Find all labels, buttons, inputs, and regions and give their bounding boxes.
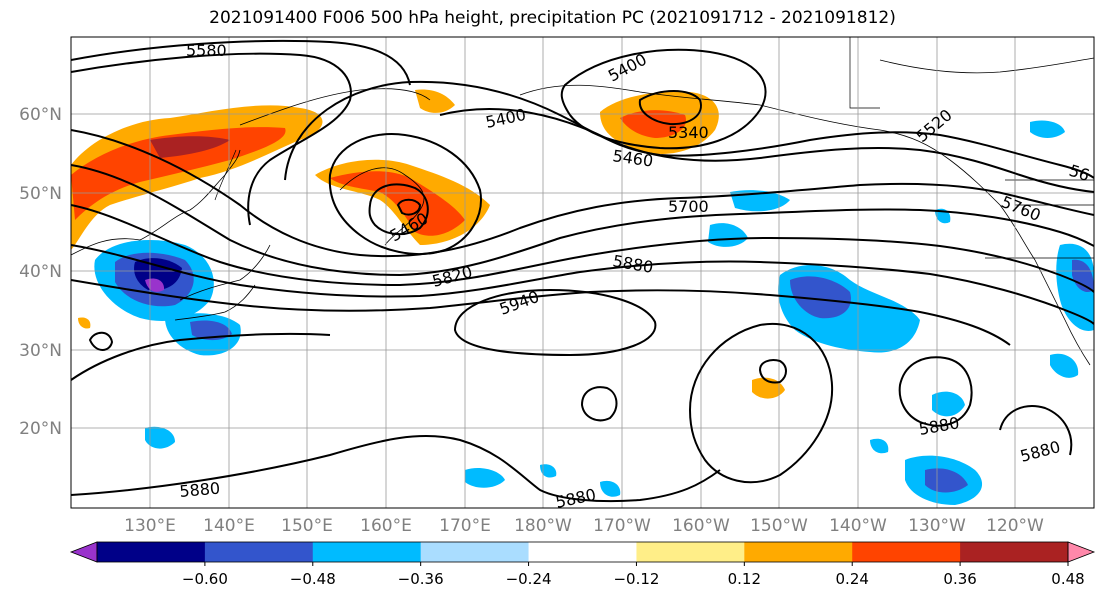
lon-label: 170°E (439, 516, 491, 536)
lon-label: 150°W (750, 516, 808, 536)
lat-label: 30°N (19, 341, 62, 361)
colorbar-segment (636, 542, 745, 562)
contour-label: 5580 (186, 41, 227, 60)
lon-label: 160°E (360, 516, 412, 536)
coastlines (71, 57, 1094, 366)
colorbar-segment (528, 542, 637, 562)
contour-5880-east2 (999, 405, 1073, 456)
precip-area-mexico-blue (1072, 259, 1094, 293)
contour-5700-band (71, 204, 1094, 293)
contour-5880-central (688, 322, 834, 484)
lat-label: 40°N (19, 262, 62, 282)
precip-area-asia-north-red (71, 127, 286, 220)
lon-label: 150°E (281, 516, 333, 536)
precip-area-subtropics-2 (932, 391, 965, 417)
contour-5820-band (71, 279, 1011, 346)
colorbar-tick-label: 0.24 (836, 570, 869, 588)
contour-5880-subtropic (71, 332, 331, 381)
precip-area-subtropic-small-1 (465, 468, 505, 488)
precip-negative-areas (94, 120, 1094, 505)
colorbar-outline (96, 541, 1069, 563)
precip-area-subtropic-small-2 (540, 464, 557, 478)
contour-5340 (638, 90, 702, 126)
precip-area-kamchatka-red (330, 171, 465, 236)
contour-5760-band (71, 244, 1094, 325)
precip-area-canada (1030, 120, 1065, 138)
contour-5460-inner (396, 198, 422, 216)
contour-5580-north (71, 39, 411, 86)
lon-label: 180°W (514, 516, 572, 536)
contour-5460-low (368, 183, 429, 236)
lon-label: 140°E (203, 516, 255, 536)
lon-label: 140°W (829, 516, 887, 536)
lon-label: 130°W (908, 516, 966, 536)
map-title: 2021091400 F006 500 hPa height, precipit… (209, 8, 896, 28)
contour-5880-south (71, 435, 721, 503)
contour-label: 5880 (179, 479, 221, 501)
colorbar-tick-label: −0.12 (613, 570, 659, 588)
colorbar-tick-label: −0.24 (506, 570, 552, 588)
contour-label: 5700 (668, 197, 709, 216)
precip-area-subtropics-1-blue (925, 468, 968, 493)
colorbar-segment (312, 542, 422, 562)
precip-area-subtropic-small-3 (600, 480, 621, 497)
lon-label: 160°W (672, 516, 730, 536)
contour-5640-band (71, 164, 1094, 277)
colorbar-tick-label: 0.48 (1051, 570, 1084, 588)
contour-label: 5880 (554, 485, 598, 512)
colorbar-tick-label: 0.12 (728, 570, 761, 588)
contour-5460-band (439, 108, 1094, 193)
colorbar-segment (204, 542, 314, 562)
contour-5940 (453, 288, 657, 357)
precip-area-hawaii-north (708, 223, 748, 247)
colorbar-tick-label: −0.36 (398, 570, 444, 588)
precip-area-subtropic-small-6 (1050, 353, 1079, 378)
lat-labels: 60°N 50°N 40°N 30°N 20°N (19, 105, 62, 439)
contour-5880-high-small (580, 386, 618, 422)
contour-5580-ring (284, 80, 1094, 181)
lon-label: 130°E (124, 516, 176, 536)
contour-5880-east (898, 356, 973, 427)
contour-5520-ring (328, 133, 482, 256)
colorbar-segment (960, 542, 1069, 562)
colorbar-extend-low (69, 541, 98, 563)
colorbar-segment (420, 542, 530, 562)
colorbar-tick-label: 0.36 (943, 570, 976, 588)
precip-area-japan-south-blue (190, 320, 232, 341)
colorbar: −0.60 −0.48 −0.36 −0.24 −0.12 0.12 0.24 0.36 0.4… (69, 541, 1096, 588)
map-border (70, 36, 1095, 509)
precip-area-bering-red (620, 110, 686, 138)
precip-area-asia-north-darkred (150, 136, 230, 158)
colorbar-segment (852, 542, 961, 562)
precip-area-japan-small (78, 317, 91, 329)
colorbar-tick-label: −0.60 (182, 570, 228, 588)
precip-area-subtropic-small-4 (870, 438, 889, 454)
contour-5580-outer (71, 52, 352, 226)
precip-area-okhotsk (415, 89, 455, 113)
contour-low-japan (88, 331, 114, 351)
contour-5880-high-small2 (758, 359, 787, 384)
colorbar-tick-label: −0.48 (290, 570, 336, 588)
colorbar-segment (744, 542, 853, 562)
contour-5400-bering (560, 48, 767, 150)
height-contours (71, 39, 1094, 503)
precip-positive-areas (71, 89, 785, 399)
colorbar-segment (97, 542, 206, 562)
colorbar-extend-high (1067, 541, 1096, 563)
lon-label: 120°W (986, 516, 1044, 536)
lat-label: 50°N (19, 184, 62, 204)
precip-area-south-china (145, 426, 175, 449)
precip-area-east-pacific-blue (790, 276, 851, 319)
lat-label: 60°N (19, 105, 62, 125)
lat-label: 20°N (19, 419, 62, 439)
lon-labels: 130°E 140°E 150°E 160°E 170°E 180°W 170°… (124, 516, 1044, 536)
lon-label: 170°W (593, 516, 651, 536)
contour-label: 5340 (668, 123, 709, 142)
contour-5520-band (71, 129, 1094, 258)
